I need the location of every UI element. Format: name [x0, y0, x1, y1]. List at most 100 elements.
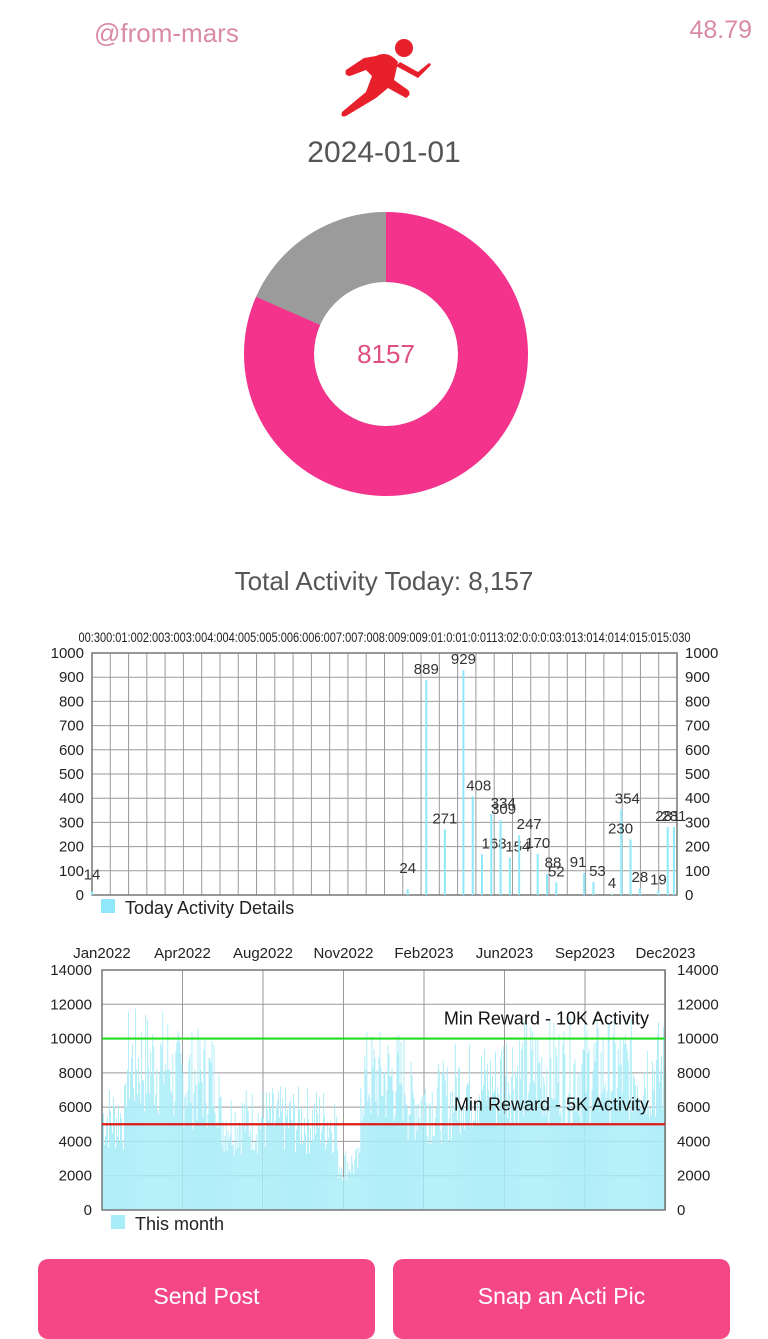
daily-bar [328, 1137, 330, 1210]
daily-bar [295, 1151, 296, 1210]
daily-bar [388, 1054, 390, 1210]
daily-bar [203, 1048, 205, 1210]
daily-bar [117, 1136, 118, 1210]
daily-bar [243, 1103, 245, 1210]
daily-bar [242, 1123, 244, 1210]
daily-bar [570, 1123, 572, 1210]
daily-bar [459, 1133, 461, 1210]
daily-bar [367, 1101, 369, 1210]
daily-bar [208, 1057, 210, 1210]
daily-bar [278, 1117, 280, 1210]
daily-bar [276, 1100, 278, 1210]
daily-bar [553, 1022, 555, 1210]
daily-bar [399, 1083, 401, 1210]
daily-bar [307, 1088, 308, 1210]
daily-bar [103, 1113, 104, 1210]
daily-bar [341, 1167, 343, 1210]
daily-bar [401, 1084, 403, 1210]
daily-bar [393, 1120, 395, 1210]
daily-bar [150, 1051, 152, 1210]
daily-bar [169, 1070, 171, 1210]
daily-bar [246, 1105, 248, 1210]
daily-bar [638, 1098, 640, 1210]
bar-value-label: 28 [632, 869, 649, 886]
daily-bar [390, 1076, 392, 1210]
activity-bar [536, 853, 539, 895]
daily-bar [613, 1018, 615, 1210]
daily-bar [575, 1112, 577, 1210]
daily-bar [162, 1011, 164, 1210]
daily-bar [369, 1097, 371, 1210]
activity-bar [611, 894, 613, 895]
daily-bar [161, 1046, 163, 1210]
daily-bar [463, 1129, 465, 1210]
daily-bar [604, 1083, 606, 1210]
daily-bar [325, 1149, 327, 1210]
y-tick-label-right: 12000 [677, 996, 719, 1013]
daily-bar [632, 1074, 634, 1210]
bar-value-label: 4 [608, 875, 616, 892]
daily-bar [304, 1118, 305, 1210]
daily-bar [396, 1035, 398, 1210]
activity-bar [91, 891, 93, 895]
daily-bar [299, 1109, 300, 1210]
daily-bar [332, 1153, 334, 1210]
daily-bar [490, 1059, 491, 1210]
activity-donut-chart [240, 208, 532, 500]
daily-bar [359, 1152, 361, 1210]
daily-bar [659, 1071, 661, 1210]
daily-bar [104, 1145, 105, 1210]
daily-bar [598, 1100, 600, 1210]
daily-bar [433, 1136, 435, 1210]
daily-bar [275, 1106, 277, 1210]
daily-bar [220, 1096, 222, 1210]
legend-label: This month [135, 1214, 224, 1234]
daily-bar [112, 1132, 113, 1210]
daily-bar [134, 1101, 136, 1210]
daily-bar [486, 1100, 487, 1210]
daily-bar [489, 1110, 490, 1210]
daily-bar [115, 1147, 116, 1210]
daily-bar [238, 1122, 240, 1210]
daily-bar [385, 1117, 387, 1210]
y-tick-label-right: 4000 [677, 1133, 710, 1150]
daily-bar [143, 1080, 145, 1210]
daily-bar [422, 1125, 424, 1210]
daily-bar [306, 1153, 307, 1210]
snap-pic-button[interactable]: Snap an Acti Pic [393, 1259, 730, 1339]
daily-bar [270, 1123, 272, 1210]
daily-bar [141, 1032, 143, 1210]
daily-bar [415, 1105, 417, 1210]
daily-bar [526, 1024, 528, 1210]
daily-bar [603, 1088, 605, 1210]
daily-bar [126, 1106, 128, 1210]
x-tick-label: Jan2022 [73, 945, 131, 962]
daily-bar [445, 1096, 447, 1210]
daily-bar [339, 1167, 341, 1210]
daily-bar [550, 1057, 552, 1210]
daily-bar [255, 1134, 257, 1210]
daily-bar [217, 1127, 219, 1210]
daily-bar [614, 1043, 616, 1210]
send-post-button[interactable]: Send Post [38, 1259, 375, 1339]
daily-bar [417, 1103, 419, 1210]
daily-bar [202, 1117, 204, 1210]
daily-bar [599, 1106, 601, 1210]
activity-bar [471, 796, 474, 895]
daily-bar [171, 1093, 173, 1210]
daily-bar [365, 1069, 367, 1210]
monthly-activity-chart: Jan2022 Apr2022 Aug2022 Nov2022 Feb2023 Jun20… [50, 945, 719, 1234]
bar-value-label: 247 [517, 816, 542, 833]
daily-bar [568, 1093, 570, 1210]
daily-bar [344, 1155, 346, 1210]
daily-bar [484, 1049, 485, 1210]
activity-bar [629, 839, 632, 895]
daily-bar [610, 1091, 612, 1210]
daily-bar [147, 1019, 149, 1210]
daily-bar [656, 1034, 658, 1210]
daily-bar [470, 1100, 472, 1210]
daily-bar [515, 1071, 517, 1210]
daily-bar [551, 1098, 553, 1210]
daily-bar [383, 1073, 385, 1210]
daily-bar [496, 1124, 497, 1210]
